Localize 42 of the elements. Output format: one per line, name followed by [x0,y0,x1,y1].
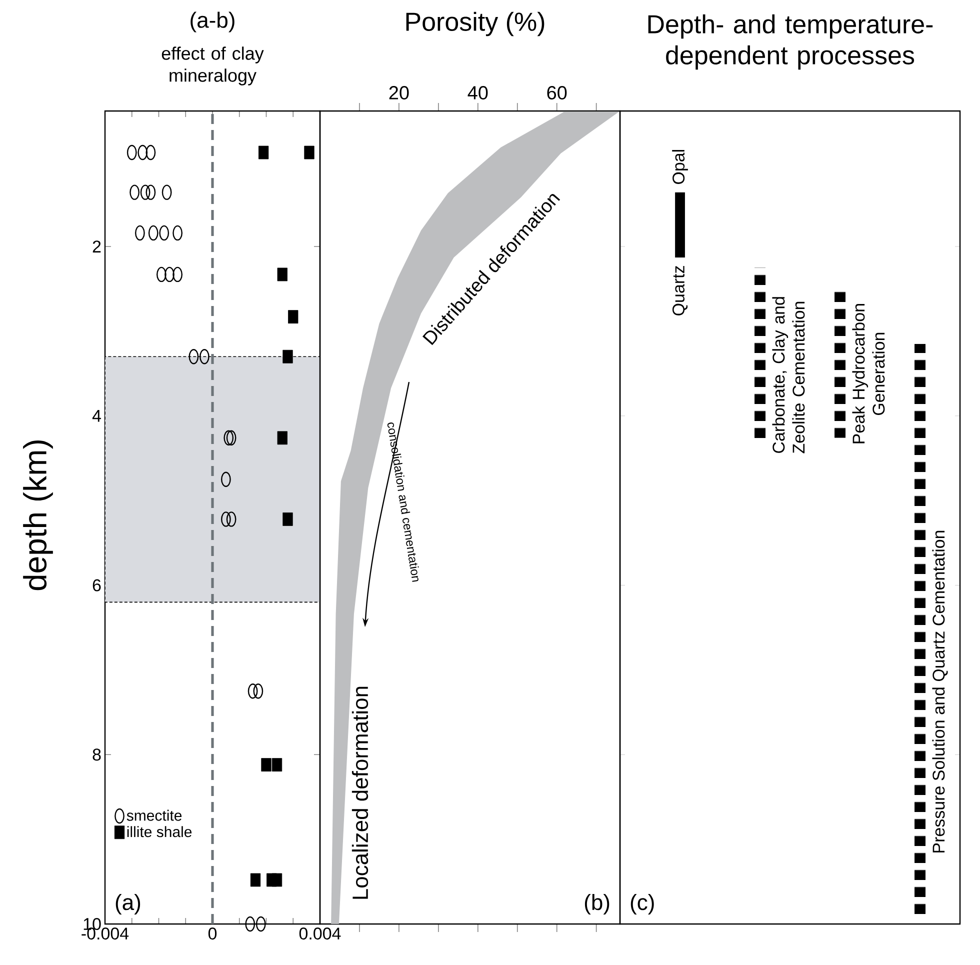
point [272,873,282,887]
annotation: consolidation and cementation [387,422,419,582]
annotation: Localized deformation [352,686,368,899]
point [261,758,272,772]
x-tick-label: 0 [208,928,217,940]
legend-label: illite shale [127,826,192,838]
point [288,310,298,324]
y-tick-label: 6 [92,579,101,592]
annotation: (a) [116,894,140,914]
annotation: (b) [584,894,610,914]
point [277,268,288,282]
x-tick-label: 40 [468,86,488,100]
category-label: Pressure Solution and Quartz Cementation [932,530,948,852]
y-axis-title: depth (km) [23,440,53,590]
x-tick-label: 20 [389,86,409,100]
point [250,873,261,887]
x-tick-label: -0.004 [82,928,129,940]
x-tick-label: 0.004 [299,928,341,940]
y-tick-label: 4 [92,410,101,422]
point [272,758,282,772]
chart-title: (a-b) [190,12,234,32]
category-label: Peak Hydrocarbon Generation [852,304,885,444]
chart-title: Depth- and temperature-dependent processes [648,14,933,70]
y-tick-label: 2 [92,240,101,252]
x-axis-title: Porosity (%) [406,12,544,36]
bar [754,268,766,439]
y-tick-label: 10 [84,918,101,930]
point [304,146,314,160]
bar [834,290,846,438]
x-tick-label: 60 [547,86,567,100]
point [282,512,293,526]
y-tick-label: 8 [92,748,101,761]
bar [675,192,685,258]
point [277,431,288,445]
annotation: (c) [630,894,654,914]
category-label: Carbonate, Clay and Zeolite Cementation [772,297,805,454]
chart-subtitle: effect of clay mineralogy [162,46,264,86]
point [282,350,293,364]
point [258,146,269,160]
legend-label: smectite [126,810,182,821]
category-label: Quartz [672,266,688,316]
annotation: Opal [672,150,688,184]
